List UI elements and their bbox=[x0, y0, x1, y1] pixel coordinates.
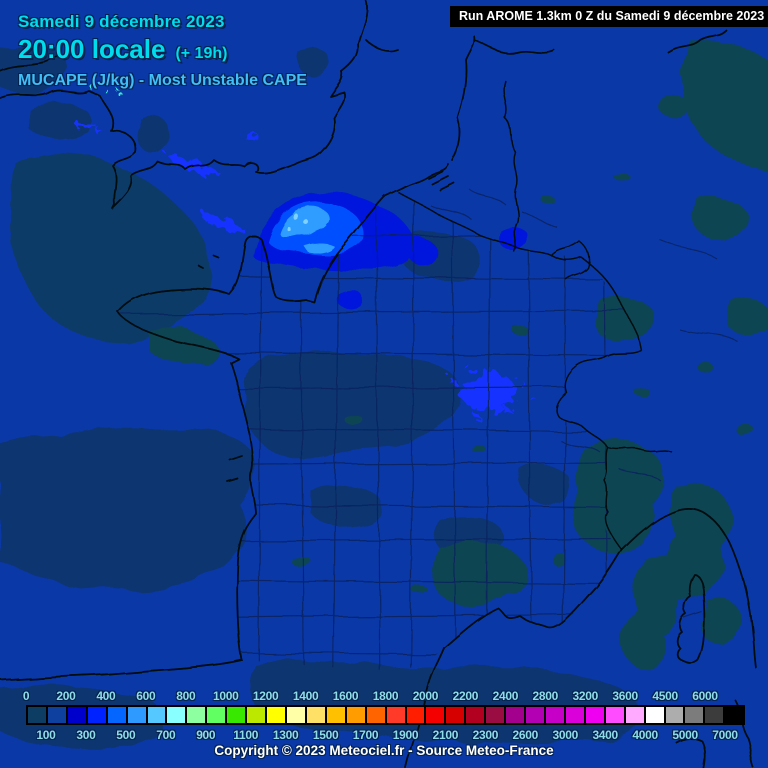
forecast-date: Samedi 9 décembre 2023 bbox=[18, 12, 225, 31]
model-run-banner: Run AROME 1.3km 0 Z du Samedi 9 décembre… bbox=[450, 6, 768, 27]
country-borders bbox=[397, 79, 673, 551]
parameter-title: MUCAPE (J/kg) - Most Unstable CAPE bbox=[18, 72, 307, 89]
forecast-time: 20:00 locale bbox=[18, 34, 166, 64]
cape-area-channel bbox=[252, 191, 528, 309]
foreign-admin-lines bbox=[429, 189, 739, 619]
copyright-line: Copyright © 2023 Meteociel.fr - Source M… bbox=[214, 743, 554, 758]
forecast-hour-offset: (+ 19h) bbox=[175, 45, 228, 62]
forecast-header: Samedi 9 décembre 2023 20:00 locale (+ 1… bbox=[18, 12, 227, 65]
cape-streaks-channel bbox=[74, 88, 260, 232]
